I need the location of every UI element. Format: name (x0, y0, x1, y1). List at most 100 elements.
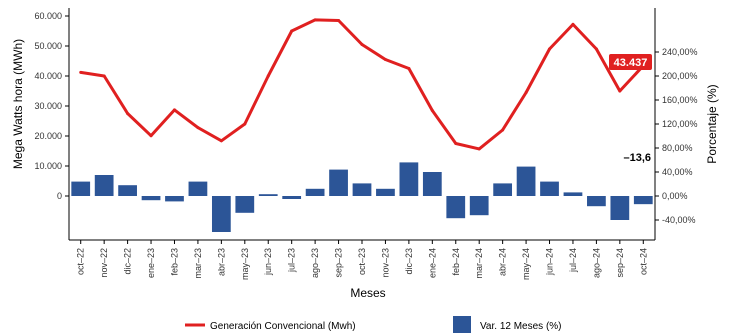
line-point-dic–23 (407, 67, 411, 70)
x-tick-label: ago–23 (310, 248, 320, 278)
bar-may–24 (516, 166, 536, 196)
line-point-may–23 (243, 122, 247, 126)
bar-oct–22 (71, 181, 91, 196)
bar-nov–23 (376, 188, 395, 196)
x-tick-label: dic–22 (123, 248, 133, 275)
line-point-feb–23 (172, 108, 176, 112)
bar-may–23 (235, 196, 255, 213)
right-axis: -40,00% 0,00% 40,00% 80,00% 120,00% 160,00% 20… (654, 8, 698, 240)
bar-jun–23 (258, 194, 278, 196)
left-axis-title: Mega Watts hora (MWh) (11, 39, 25, 169)
left-axis: 0 10.000 20.000 30.000 40.000 50.000 60.000 (34, 8, 70, 240)
x-tick-label: ago–24 (591, 248, 601, 278)
bar-feb–24 (446, 196, 466, 219)
line-point-mar–24 (477, 147, 481, 151)
x-tick-label: sep–23 (334, 248, 344, 278)
bar-ago–24 (587, 196, 606, 207)
x-tick-label: ene–23 (146, 248, 156, 278)
bar-mar–23 (188, 181, 208, 196)
x-tick-label: oct–23 (357, 248, 367, 275)
line-point-ene–24 (430, 109, 434, 112)
left-tick-label: 0 (57, 191, 62, 201)
bar-dic–22 (118, 185, 137, 196)
bar-ene–24 (422, 172, 442, 196)
bar-abr–24 (493, 183, 513, 196)
left-tick-label: 10.000 (34, 161, 62, 171)
x-tick-label: feb–24 (451, 248, 461, 276)
x-tick-label: oct–24 (638, 248, 648, 275)
x-tick-label: mar–23 (193, 248, 203, 279)
bar-dic–23 (399, 162, 419, 196)
bar-abr–23 (211, 196, 231, 232)
legend-label-line: Generación Convencional (Mwh) (210, 321, 356, 332)
line-point-sep–24 (618, 89, 622, 93)
bar-sep–23 (329, 169, 348, 196)
line-point-sep–23 (337, 19, 341, 22)
bar-jul–23 (282, 196, 302, 199)
x-tick-label: may–24 (521, 248, 531, 280)
bar-feb–23 (165, 196, 184, 202)
line-point-jun–24 (548, 47, 552, 51)
left-tick-label: 40.000 (34, 71, 62, 81)
bar-oct–23 (352, 183, 372, 196)
right-tick-label: 160,00% (662, 95, 698, 105)
left-tick-label: 20.000 (34, 131, 62, 141)
line-point-abr–24 (501, 128, 505, 132)
bar-jun–24 (540, 181, 559, 196)
bar-mar–24 (469, 196, 489, 216)
x-tick-label: oct–22 (76, 248, 86, 275)
left-tick-label: 30.000 (34, 101, 62, 111)
bar-ago–23 (305, 188, 325, 196)
x-tick-label: jun–24 (545, 248, 555, 276)
line-point-nov–23 (383, 58, 387, 61)
legend: Generación Convencional (Mwh) Var. 12 Mes… (185, 316, 562, 333)
plot-area (71, 18, 653, 232)
right-axis-title: Porcentaje (%) (705, 84, 719, 163)
line-point-ago–23 (313, 18, 317, 22)
annotations: 43.437 –13,6 (609, 54, 652, 164)
x-tick-label: may–23 (240, 248, 250, 280)
last-value-label: 43.437 (614, 57, 648, 69)
line-point-ago–24 (594, 47, 598, 51)
bar-jul–24 (563, 192, 583, 196)
right-tick-label: 80,00% (662, 143, 693, 153)
last-value-label-box (609, 54, 652, 70)
legend-bar-swatch (453, 316, 471, 333)
line-point-feb–24 (454, 142, 458, 145)
line-point-dic–22 (126, 112, 130, 115)
x-tick-label: jun–23 (263, 248, 273, 276)
line-point-nov–22 (102, 74, 106, 78)
x-tick-label: mar–24 (474, 248, 484, 279)
line-point-oct–22 (79, 70, 83, 74)
bar-nov–22 (94, 175, 114, 196)
line-point-jul–23 (290, 29, 294, 33)
x-tick-label: nov–23 (380, 248, 390, 278)
line-point-jun–23 (266, 74, 270, 78)
x-tick-label: feb–23 (169, 248, 179, 276)
line-point-ene–23 (149, 134, 153, 138)
right-tick-label: -40,00% (662, 215, 696, 225)
x-tick-label: sep–24 (615, 248, 625, 278)
legend-label-bar: Var. 12 Meses (%) (480, 321, 562, 332)
right-tick-label: 0,00% (662, 191, 688, 201)
right-tick-label: 40,00% (662, 167, 693, 177)
x-tick-label: dic–23 (404, 248, 414, 275)
right-tick-label: 120,00% (662, 119, 698, 129)
x-tick-label: abr–24 (498, 248, 508, 276)
line-generacion-convencional (80, 18, 645, 151)
line-point-oct–23 (360, 43, 364, 46)
x-tick-label: ene–24 (427, 248, 437, 278)
x-tick-label: abr–23 (216, 248, 226, 276)
x-tick-label: nov–22 (99, 248, 109, 278)
x-tick-label: jul–23 (287, 248, 297, 273)
bar-ene–23 (141, 196, 161, 201)
bar-sep–24 (610, 196, 630, 220)
x-tick-label: jul–24 (568, 248, 578, 273)
line-point-abr–23 (219, 139, 223, 143)
right-tick-label: 200,00% (662, 71, 698, 81)
x-axis-title: Meses (350, 286, 385, 300)
x-axis: oct–22 nov–22 dic–22 ene–23 feb–23 mar–23 abr–… (69, 239, 655, 280)
last-variation-label: –13,6 (623, 152, 651, 164)
line-point-jul–24 (571, 22, 575, 26)
